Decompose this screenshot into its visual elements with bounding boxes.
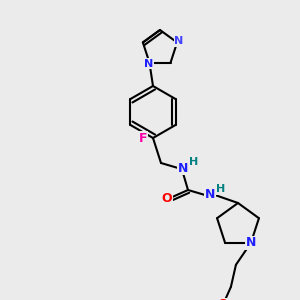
Text: N: N bbox=[178, 161, 188, 175]
Text: H: H bbox=[189, 157, 199, 167]
Text: F: F bbox=[139, 131, 147, 145]
Text: O: O bbox=[162, 191, 172, 205]
Text: O: O bbox=[218, 298, 228, 300]
Text: N: N bbox=[246, 236, 256, 249]
Text: N: N bbox=[175, 36, 184, 46]
Text: H: H bbox=[216, 184, 226, 194]
Text: N: N bbox=[144, 58, 153, 69]
Text: N: N bbox=[205, 188, 215, 202]
